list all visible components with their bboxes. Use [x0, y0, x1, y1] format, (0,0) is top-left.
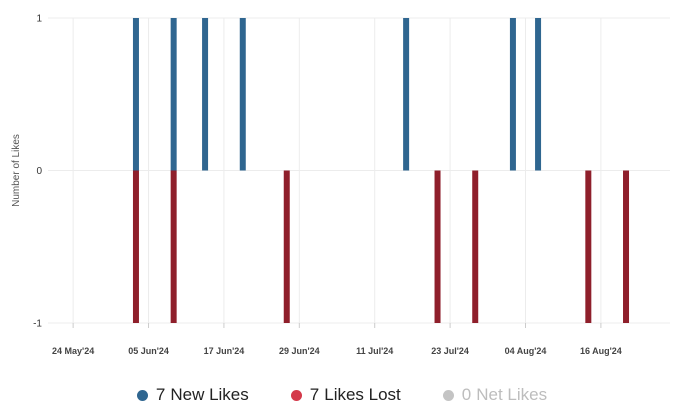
legend-text-net-likes: 0 Net Likes [462, 385, 547, 405]
x-tick-label: 05 Jun'24 [128, 346, 169, 356]
y-tick-label: 1 [36, 14, 42, 25]
legend-dot-net-likes [442, 389, 454, 401]
bar-likes-lost [434, 170, 441, 323]
y-tick-label: -1 [33, 319, 42, 330]
bar-new-likes [239, 18, 246, 171]
x-tick-label: 24 May'24 [52, 346, 94, 356]
legend-label-new-likes: New Likes [170, 385, 249, 404]
legend-count-net-likes: 0 [461, 385, 472, 404]
x-tick-label: 23 Jul'24 [431, 346, 469, 356]
x-tick-label: 16 Aug'24 [580, 346, 622, 356]
y-tick-label: 0 [36, 166, 42, 177]
bar-likes-lost [132, 170, 139, 323]
bars-layer [132, 18, 630, 323]
bar-new-likes [132, 18, 139, 171]
bar-new-likes [535, 18, 542, 171]
bar-likes-lost [283, 170, 290, 323]
x-tick-label: 17 Jun'24 [204, 346, 245, 356]
bar-likes-lost [623, 170, 630, 323]
bar-new-likes [403, 18, 410, 171]
legend-dot-likes-lost [290, 389, 302, 401]
bar-likes-lost [170, 170, 177, 323]
bar-new-likes [202, 18, 209, 171]
legend-item-likes-lost[interactable]: 7 Likes Lost [290, 385, 401, 405]
legend-count-likes-lost: 7 [309, 385, 320, 404]
legend-item-new-likes[interactable]: 7 New Likes [136, 385, 249, 405]
legend-dot-new-likes [136, 389, 148, 401]
chart-svg: -1 0 1 24 May'24 05 Jun'24 17 Jun'24 29 Jun'24… [11, 14, 670, 357]
x-tick-label: 04 Aug'24 [505, 346, 547, 356]
bar-likes-lost [472, 170, 479, 323]
legend-label-likes-lost: Likes Lost [324, 385, 401, 404]
legend-text-likes-lost: 7 Likes Lost [310, 385, 401, 405]
grid-layer [48, 17, 670, 324]
x-tick-label: 11 Jul'24 [356, 346, 393, 356]
bar-new-likes [170, 18, 177, 171]
axis-layer: -1 0 1 24 May'24 05 Jun'24 17 Jun'24 29 Jun'24… [11, 14, 622, 357]
legend-text-new-likes: 7 New Likes [156, 385, 249, 405]
legend-count-new-likes: 7 [155, 385, 166, 404]
legend-item-net-likes[interactable]: 0 Net Likes [442, 385, 547, 405]
y-axis-title: Number of Likes [11, 134, 22, 207]
legend-label-net-likes: Net Likes [476, 385, 548, 404]
x-tick-label: 29 Jun'24 [279, 346, 320, 356]
chart-legend: 7 New Likes 7 Likes Lost 0 Net Likes [0, 383, 684, 407]
bar-new-likes [509, 18, 516, 171]
bar-likes-lost [585, 170, 592, 323]
